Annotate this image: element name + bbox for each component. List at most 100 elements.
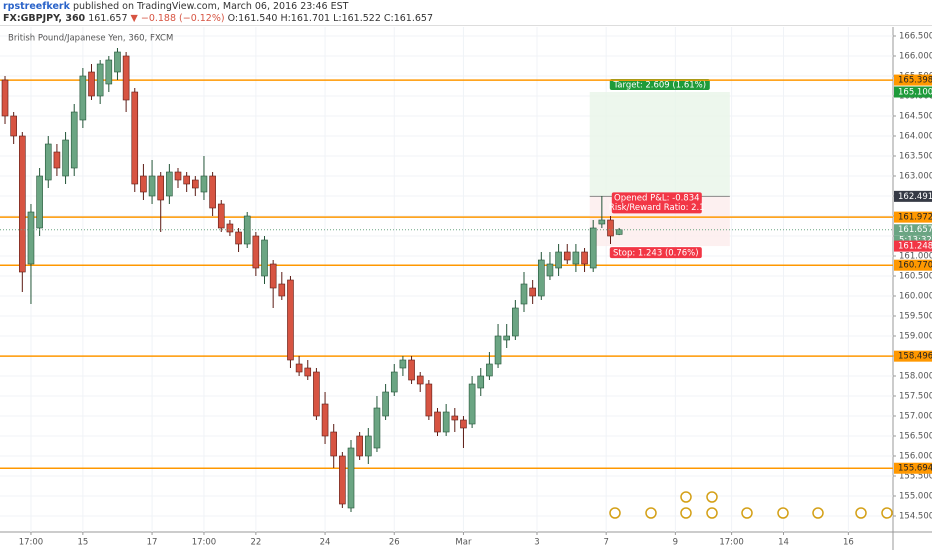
y-tick-label: 155.000 bbox=[899, 492, 932, 502]
candle-body bbox=[520, 283, 528, 305]
y-tick-label: 164.000 bbox=[899, 132, 932, 142]
y-tick-label: 160.500 bbox=[899, 272, 932, 282]
candle-body bbox=[183, 175, 190, 185]
candle-body bbox=[252, 235, 260, 269]
event-icon[interactable] bbox=[777, 507, 789, 519]
candle-body bbox=[96, 63, 104, 97]
candle-body bbox=[615, 229, 623, 235]
candle-body bbox=[442, 411, 450, 433]
candle-body bbox=[486, 363, 493, 377]
candle-body bbox=[261, 239, 268, 277]
level-label: 155.694 bbox=[898, 464, 932, 474]
level-label: 161.972 bbox=[898, 213, 932, 223]
candle-body bbox=[460, 419, 467, 429]
candle-body bbox=[313, 371, 320, 417]
candle-body bbox=[390, 371, 398, 393]
header: rpstreefkerk published on TradingView.co… bbox=[0, 0, 932, 26]
candle-body bbox=[114, 51, 121, 73]
y-tick-label: 161.000 bbox=[899, 252, 932, 262]
price-tag bbox=[894, 86, 932, 98]
x-tick-label: 3 bbox=[534, 538, 539, 548]
quote-line: FX:GBPJPY, 360 161.657 ▼ −0.188 (−0.12%)… bbox=[3, 13, 929, 25]
stop-label: Stop: 1.243 (0.76%) bbox=[613, 249, 699, 259]
candle-body bbox=[209, 175, 216, 209]
candle-body bbox=[538, 259, 545, 297]
x-tick-label: 24 bbox=[320, 538, 331, 548]
candle-body bbox=[512, 307, 519, 337]
event-icon[interactable] bbox=[645, 507, 657, 519]
author[interactable]: rpstreefkerk bbox=[3, 1, 70, 12]
event-icon[interactable] bbox=[741, 507, 753, 519]
x-tick-label: 9 bbox=[673, 538, 678, 548]
chart-title: British Pound/Japanese Yen, 360, FXCM bbox=[8, 34, 173, 44]
candle-body bbox=[174, 171, 182, 181]
x-tick-label: 7 bbox=[603, 538, 608, 548]
candle-body bbox=[382, 391, 389, 417]
candle-body bbox=[373, 407, 381, 449]
candle-body bbox=[278, 283, 286, 297]
candle-body bbox=[44, 143, 52, 181]
x-tick-label: Mar bbox=[455, 538, 472, 548]
event-icon[interactable] bbox=[706, 507, 718, 519]
event-icon[interactable] bbox=[680, 491, 692, 503]
event-icon[interactable] bbox=[881, 507, 893, 519]
candle-body bbox=[546, 263, 554, 277]
candle-body bbox=[1, 79, 9, 117]
candle-body bbox=[477, 375, 485, 389]
event-icon[interactable] bbox=[680, 507, 692, 519]
pnl-label-bg bbox=[611, 192, 702, 214]
candle-body bbox=[131, 91, 139, 185]
x-tick-label: 14 bbox=[778, 538, 789, 548]
event-icon[interactable] bbox=[609, 507, 621, 519]
x-tick-label: 22 bbox=[250, 538, 261, 548]
y-tick-label: 164.500 bbox=[899, 112, 932, 122]
x-tick-label: 17 bbox=[147, 538, 158, 548]
candle-body bbox=[62, 139, 69, 177]
candle-body bbox=[287, 279, 294, 361]
y-tick-label: 159.000 bbox=[899, 332, 932, 342]
candle-body bbox=[269, 263, 277, 289]
candle-body bbox=[399, 359, 407, 369]
candle-body bbox=[79, 75, 87, 121]
x-tick-label: 16 bbox=[843, 538, 854, 548]
candle-body bbox=[295, 363, 303, 373]
y-tick-label: 157.000 bbox=[899, 412, 932, 422]
published: published on TradingView.com, March 06, … bbox=[72, 1, 349, 12]
level-tag bbox=[894, 462, 932, 474]
candle-body bbox=[140, 175, 147, 193]
level-tag bbox=[894, 211, 932, 223]
y-tick-label: 154.500 bbox=[899, 512, 932, 522]
candle-body bbox=[217, 203, 225, 229]
change: ▼ −0.188 (−0.12%) bbox=[130, 13, 225, 24]
y-tick-label: 156.500 bbox=[899, 432, 932, 442]
candle-body bbox=[148, 175, 156, 197]
candle-body bbox=[36, 175, 43, 229]
price-tag bbox=[894, 190, 932, 202]
candle-body bbox=[166, 171, 173, 197]
candle-body bbox=[494, 335, 502, 365]
candle-body bbox=[529, 287, 536, 297]
price-tag-label: 161.248 bbox=[898, 242, 932, 252]
event-icon[interactable] bbox=[812, 507, 824, 519]
candle-body bbox=[416, 375, 424, 385]
event-icon[interactable] bbox=[706, 491, 718, 503]
level-label: 165.398 bbox=[898, 76, 932, 86]
event-icon[interactable] bbox=[855, 507, 867, 519]
level-label: 158.496 bbox=[898, 352, 932, 362]
x-tick-label: 17:00 bbox=[192, 538, 217, 548]
x-tick-label: 17:00 bbox=[19, 538, 44, 548]
target-label: Target: 2.609 (1.61%) bbox=[613, 81, 707, 91]
candle-body bbox=[425, 383, 433, 417]
candle-body bbox=[235, 231, 242, 245]
target-zone bbox=[589, 92, 730, 197]
x-tick-label: 17:00 bbox=[719, 538, 744, 548]
level-label: 160.770 bbox=[898, 261, 932, 271]
stop-label-bg bbox=[609, 247, 702, 259]
candle-body bbox=[19, 135, 26, 273]
last: 161.657 bbox=[88, 13, 128, 24]
candle-body bbox=[451, 415, 459, 421]
y-tick-label: 156.000 bbox=[899, 452, 932, 462]
level-tag bbox=[894, 259, 932, 271]
